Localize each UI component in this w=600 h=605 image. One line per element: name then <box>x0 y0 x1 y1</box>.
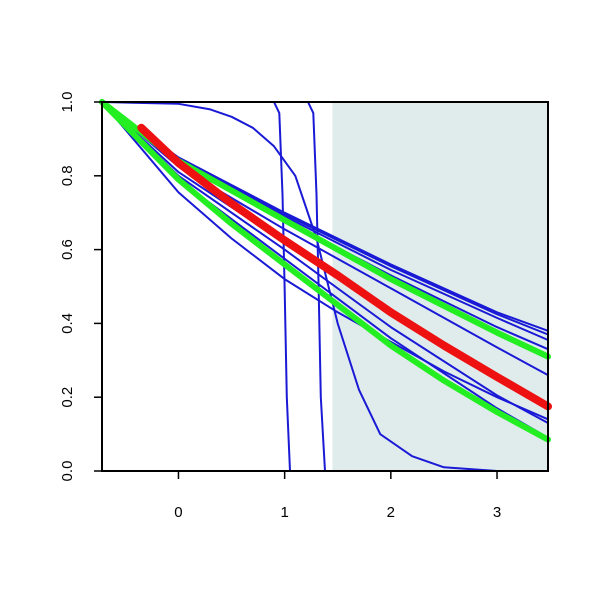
y-tick-label: 0.4 <box>59 313 76 334</box>
y-tick-label: 0.2 <box>59 387 76 408</box>
series-line-blue-12 <box>101 101 549 421</box>
axis-layer: 0 1 2 3 0.0 0.2 0.4 0.6 0.8 1.0 <box>59 92 549 521</box>
x-tick-label: 3 <box>493 504 501 521</box>
y-tick-label: 0.0 <box>59 461 76 482</box>
x-tick-label: 0 <box>174 504 182 521</box>
x-tick-label: 2 <box>387 504 395 521</box>
y-tick-label: 0.8 <box>59 165 76 186</box>
series-line-green-14 <box>99 99 551 443</box>
y-tick-label: 0.6 <box>59 239 76 260</box>
x-tick-label: 1 <box>280 504 288 521</box>
series-layer <box>99 99 552 472</box>
series-line-red-15 <box>137 123 552 411</box>
plot-frame <box>101 101 549 472</box>
y-tick-label: 1.0 <box>59 92 76 113</box>
